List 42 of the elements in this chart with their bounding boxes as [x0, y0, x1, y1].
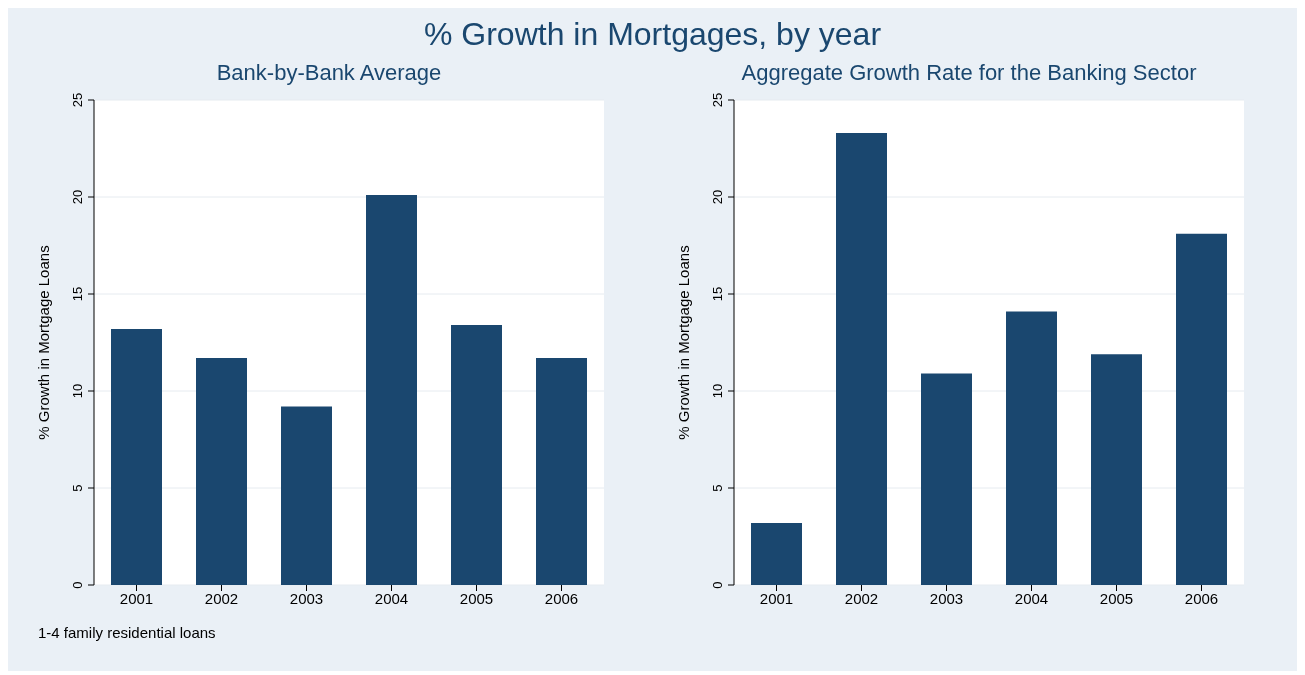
y-axis-title: % Growth in Mortgage Loans	[35, 245, 53, 440]
chart-title: % Growth in Mortgages, by year	[422, 16, 883, 54]
text: 1-4 family residential loans	[37, 624, 217, 641]
bar	[281, 406, 332, 585]
bar	[111, 328, 162, 585]
bar	[1176, 233, 1227, 585]
y-tick-label: 0	[70, 581, 85, 589]
bar	[451, 325, 502, 585]
x-tick-label: 2004	[374, 589, 409, 607]
bar	[921, 373, 972, 585]
y-tick-label: 15	[710, 286, 725, 302]
y-tick-label: 10	[70, 383, 85, 399]
y-tick-label: 25	[710, 92, 725, 108]
chart-subtitle: Aggregate Growth Rate for the Banking Sector	[740, 60, 1198, 87]
bar	[751, 522, 802, 585]
bar	[196, 358, 247, 585]
y-tick-label: 20	[710, 189, 725, 205]
x-tick-label: 2002	[204, 589, 239, 607]
y-tick-label: 15	[70, 286, 85, 302]
x-tick-label: 2004	[1014, 589, 1049, 607]
x-tick-label: 2005	[459, 589, 494, 607]
y-tick-label: 25	[70, 92, 85, 108]
y-tick-label: 0	[710, 581, 725, 589]
bar	[536, 358, 587, 585]
bar	[1006, 311, 1057, 585]
chart-subtitle: Bank-by-Bank Average	[215, 60, 443, 87]
y-tick-label: 5	[70, 484, 85, 492]
x-tick-label: 2005	[1099, 589, 1134, 607]
x-tick-label: 2001	[759, 589, 794, 607]
bar	[366, 195, 417, 585]
x-tick-label: 2006	[1184, 589, 1219, 607]
x-tick-label: 2002	[844, 589, 879, 607]
x-tick-label: 2003	[929, 589, 964, 607]
y-tick-label: 5	[710, 484, 725, 492]
bar	[1091, 354, 1142, 585]
y-tick-label: 20	[70, 189, 85, 205]
y-tick-label: 10	[710, 383, 725, 399]
y-axis-title: % Growth in Mortgage Loans	[675, 245, 693, 440]
x-tick-label: 2006	[544, 589, 579, 607]
x-tick-label: 2003	[289, 589, 324, 607]
x-tick-label: 2001	[119, 589, 154, 607]
bar	[836, 132, 887, 585]
